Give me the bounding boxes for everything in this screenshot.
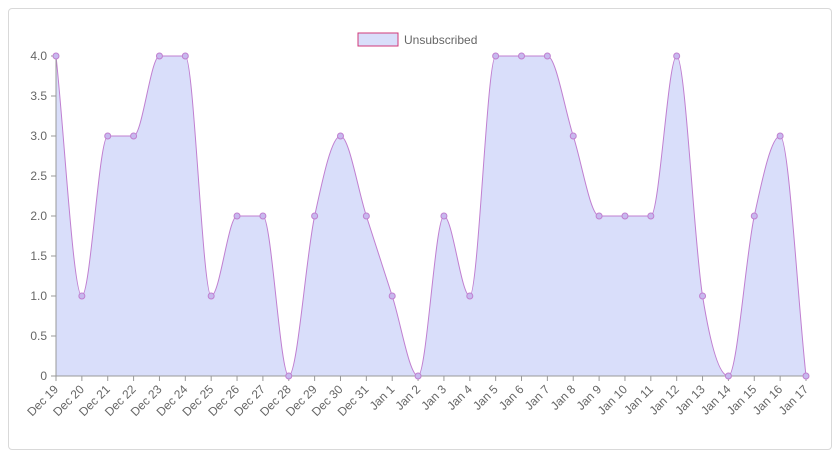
y-tick-label: 2.0 [30, 209, 47, 223]
data-point[interactable] [311, 212, 319, 220]
y-tick-label: 1.0 [30, 289, 47, 303]
x-tick-label: Jan 4 [444, 382, 475, 413]
data-point[interactable] [518, 52, 526, 60]
data-point[interactable] [207, 292, 215, 300]
data-point[interactable] [130, 132, 138, 140]
data-point[interactable] [155, 52, 163, 60]
data-point[interactable] [336, 132, 344, 140]
data-point[interactable] [104, 132, 112, 140]
x-tick-label: Jan 6 [496, 382, 527, 413]
data-point[interactable] [673, 52, 681, 60]
data-point[interactable] [388, 292, 396, 300]
y-tick-label: 0.5 [30, 329, 47, 343]
x-tick-label: Jan 10 [595, 382, 631, 418]
x-tick-label: Jan 1 [367, 382, 398, 413]
data-point[interactable] [285, 372, 293, 380]
y-tick-label: 1.5 [30, 249, 47, 263]
data-point[interactable] [724, 372, 732, 380]
x-tick-label: Jan 8 [548, 382, 579, 413]
legend-label-unsubscribed: Unsubscribed [404, 33, 477, 47]
legend[interactable]: Unsubscribed [357, 32, 477, 47]
data-point[interactable] [52, 52, 60, 60]
x-tick-label: Jan 17 [776, 382, 812, 418]
data-point[interactable] [259, 212, 267, 220]
y-tick-label: 3.0 [30, 129, 47, 143]
x-tick-label: Jan 2 [393, 382, 424, 413]
x-tick-label: Jan 3 [418, 382, 449, 413]
data-point[interactable] [78, 292, 86, 300]
data-point[interactable] [466, 292, 474, 300]
data-point[interactable] [621, 212, 629, 220]
y-tick-label: 4.0 [30, 49, 47, 63]
area-fill-unsubscribed [56, 56, 806, 376]
data-point[interactable] [543, 52, 551, 60]
data-point[interactable] [699, 292, 707, 300]
data-point[interactable] [569, 132, 577, 140]
legend-swatch-unsubscribed [357, 32, 399, 47]
data-point[interactable] [414, 372, 422, 380]
data-point[interactable] [181, 52, 189, 60]
y-tick-label: 0 [40, 369, 47, 383]
data-point[interactable] [750, 212, 758, 220]
data-point[interactable] [595, 212, 603, 220]
data-point[interactable] [362, 212, 370, 220]
data-point[interactable] [492, 52, 500, 60]
y-tick-label: 2.5 [30, 169, 47, 183]
y-tick-label: 3.5 [30, 89, 47, 103]
data-point[interactable] [233, 212, 241, 220]
x-tick-label: Jan 7 [522, 382, 553, 413]
unsubscribed-area-chart: Unsubscribed 00.51.01.52.02.53.03.54.0De… [24, 32, 812, 419]
data-point[interactable] [647, 212, 655, 220]
data-point[interactable] [776, 132, 784, 140]
data-point[interactable] [802, 372, 810, 380]
data-point[interactable] [440, 212, 448, 220]
x-tick-label: Jan 5 [470, 382, 501, 413]
